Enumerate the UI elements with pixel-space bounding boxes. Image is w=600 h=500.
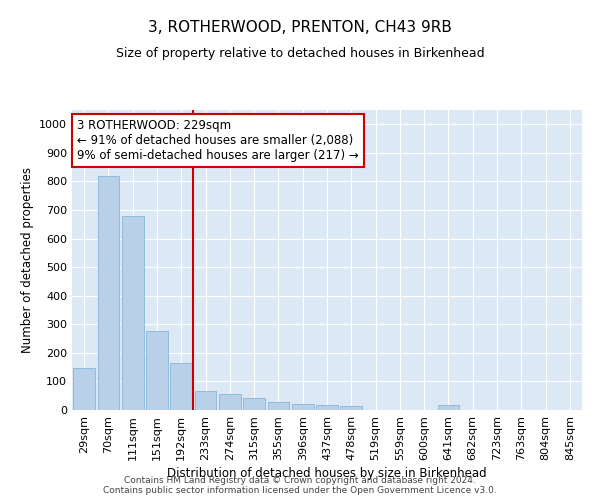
Bar: [268, 402, 289, 410]
X-axis label: Distribution of detached houses by size in Birkenhead: Distribution of detached houses by size …: [167, 467, 487, 480]
Bar: [146, 332, 168, 410]
Bar: [340, 406, 362, 410]
Bar: [170, 363, 192, 410]
Bar: [122, 216, 143, 410]
Text: Contains HM Land Registry data © Crown copyright and database right 2024.
Contai: Contains HM Land Registry data © Crown c…: [103, 476, 497, 495]
Bar: [292, 404, 314, 410]
Bar: [437, 405, 460, 410]
Text: Size of property relative to detached houses in Birkenhead: Size of property relative to detached ho…: [116, 48, 484, 60]
Text: 3 ROTHERWOOD: 229sqm
← 91% of detached houses are smaller (2,088)
9% of semi-det: 3 ROTHERWOOD: 229sqm ← 91% of detached h…: [77, 119, 359, 162]
Bar: [219, 394, 241, 410]
Text: 3, ROTHERWOOD, PRENTON, CH43 9RB: 3, ROTHERWOOD, PRENTON, CH43 9RB: [148, 20, 452, 35]
Bar: [316, 405, 338, 410]
Bar: [97, 176, 119, 410]
Bar: [243, 398, 265, 410]
Bar: [73, 368, 95, 410]
Y-axis label: Number of detached properties: Number of detached properties: [20, 167, 34, 353]
Bar: [194, 390, 217, 410]
